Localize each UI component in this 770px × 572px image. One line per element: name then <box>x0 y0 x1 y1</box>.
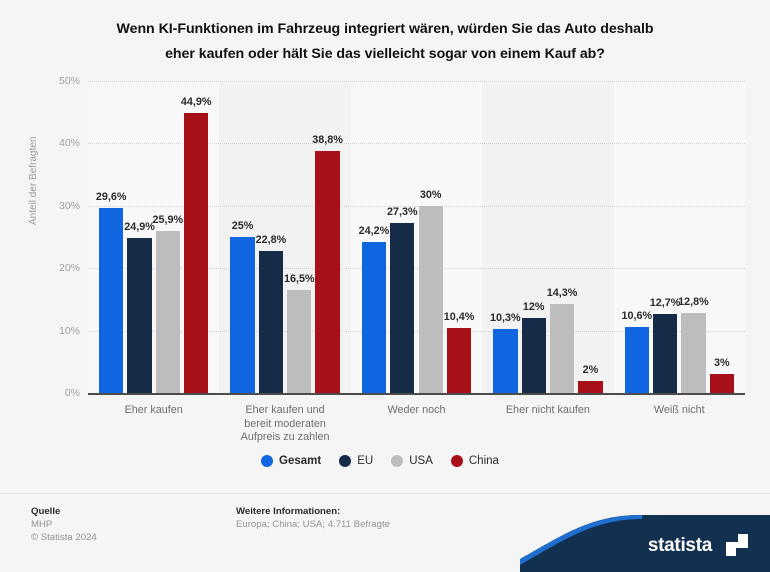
bar-value-label: 22,8% <box>255 233 287 246</box>
bar-usa-3[interactable] <box>418 205 443 393</box>
bar-value-label: 38,8% <box>312 133 343 146</box>
bar-usa-4[interactable] <box>549 303 575 393</box>
bar-value-label: 25% <box>231 220 254 232</box>
bar-eu-5[interactable] <box>652 313 678 393</box>
bar-value-label: 10,6% <box>621 309 653 322</box>
bar-eu-3[interactable] <box>390 222 415 393</box>
bar-value-label: 3% <box>714 357 730 370</box>
legend-swatch-icon <box>391 455 404 467</box>
bar-eu-4[interactable] <box>521 318 546 393</box>
bar-value-label: 16,5% <box>283 273 315 286</box>
bar-eu-2[interactable] <box>258 250 284 393</box>
x-axis-line <box>88 393 745 395</box>
statista-mark-icon <box>726 534 748 556</box>
y-axis-tick: 40% <box>58 137 80 150</box>
footer-divider <box>0 493 770 494</box>
legend-swatch-icon <box>450 455 463 467</box>
legend-item-usa[interactable]: USA <box>391 455 433 467</box>
legend-swatch-icon <box>339 455 352 467</box>
bar-usa-1[interactable] <box>155 231 181 393</box>
bar-china-4[interactable] <box>578 380 603 393</box>
bar-value-label: 10,3% <box>490 311 521 324</box>
source-block: Quelle MHP © Statista 2024 <box>31 505 97 544</box>
bar-value-label: 12,8% <box>678 296 709 309</box>
bar-value-label: 29,6% <box>95 191 127 204</box>
bar-china-1[interactable] <box>184 112 209 393</box>
category-label: Weder noch <box>387 404 446 416</box>
category-label: Weiß nicht <box>653 404 705 416</box>
bar-value-label: 12% <box>522 301 545 314</box>
legend-label: Gesamt <box>279 455 322 467</box>
footer: Quelle MHP © Statista 2024 Weitere Infor… <box>0 494 770 572</box>
title-line-2: eher kaufen oder hält Sie das vielleicht… <box>165 46 605 62</box>
y-axis-tick: 0% <box>64 387 80 399</box>
bar-china-5[interactable] <box>709 374 734 393</box>
gridline <box>88 330 745 332</box>
legend-label: USA <box>409 455 433 467</box>
gridline <box>88 81 745 82</box>
additional-info-block: Weitere Informationen: Europa; China; US… <box>236 505 390 531</box>
legend-item-gesamt[interactable]: Gesamt <box>261 455 321 467</box>
y-axis-tick: 30% <box>58 199 80 212</box>
y-axis-tick: 50% <box>58 75 80 87</box>
bar-value-label: 10,4% <box>443 311 475 324</box>
category-label: Eher kaufen <box>124 404 183 416</box>
statista-logo[interactable]: statista <box>520 515 770 572</box>
bar-china-3[interactable] <box>446 328 472 393</box>
bar-usa-5[interactable] <box>681 313 706 393</box>
bar-value-label: 44,9% <box>180 95 212 108</box>
bar-value-label: 30% <box>419 188 442 201</box>
gridline <box>88 143 745 145</box>
bar-value-label: 12,7% <box>649 296 681 309</box>
legend-label: EU <box>357 455 374 467</box>
source-heading: Quelle <box>31 506 61 517</box>
title-line-1: Wenn KI-Funktionen im Fahrzeug integrier… <box>116 21 654 37</box>
bar-gesamt-4[interactable] <box>493 328 518 393</box>
legend-label: China <box>468 455 499 467</box>
bar-usa-2[interactable] <box>287 290 312 393</box>
copyright: © Statista 2024 <box>31 532 97 543</box>
chart-legend: Gesamt EU USA China <box>0 455 770 467</box>
bar-gesamt-2[interactable] <box>230 237 255 393</box>
bar-value-label: 24,2% <box>358 224 390 237</box>
page-title: Wenn KI-Funktionen im Fahrzeug integrier… <box>0 0 770 67</box>
bar-china-2[interactable] <box>315 150 340 393</box>
statista-wordmark: statista <box>647 535 712 556</box>
bar-value-label: 25,9% <box>152 214 184 227</box>
legend-swatch-icon <box>261 455 274 467</box>
info-text: Europa; China; USA; 4.711 Befragte <box>236 519 390 530</box>
bar-value-label: 27,3% <box>387 205 418 218</box>
bar-gesamt-5[interactable] <box>624 326 649 393</box>
bar-value-label: 14,3% <box>546 286 578 299</box>
category-label: Eher kaufen und bereit moderaten Aufpreis … <box>240 404 330 443</box>
info-heading: Weitere Informationen: <box>236 506 341 517</box>
bar-value-label: 24,9% <box>124 220 155 233</box>
bar-eu-1[interactable] <box>127 237 152 393</box>
category-label: Eher nicht kaufen <box>505 404 590 416</box>
y-axis-tick: 10% <box>58 324 80 337</box>
bar-value-label: 2% <box>582 363 599 376</box>
gridline <box>88 205 745 207</box>
source-name: MHP <box>31 519 53 530</box>
bar-gesamt-1[interactable] <box>99 208 124 393</box>
statista-logo-shape <box>520 515 770 572</box>
plot-region: 29,6% 24,9% 25,9% 44,9% 25% 22,8% 16,5% 38,8% 24… <box>88 81 745 395</box>
y-axis-tick: 20% <box>58 262 80 275</box>
gridline <box>88 268 745 270</box>
bar-gesamt-3[interactable] <box>361 242 387 393</box>
legend-item-china[interactable]: China <box>450 455 499 467</box>
chart-area: Anteil der Befragten 0% 10% 20% 30% 40% 50% 2… <box>0 70 770 443</box>
legend-item-eu[interactable]: EU <box>339 455 373 467</box>
